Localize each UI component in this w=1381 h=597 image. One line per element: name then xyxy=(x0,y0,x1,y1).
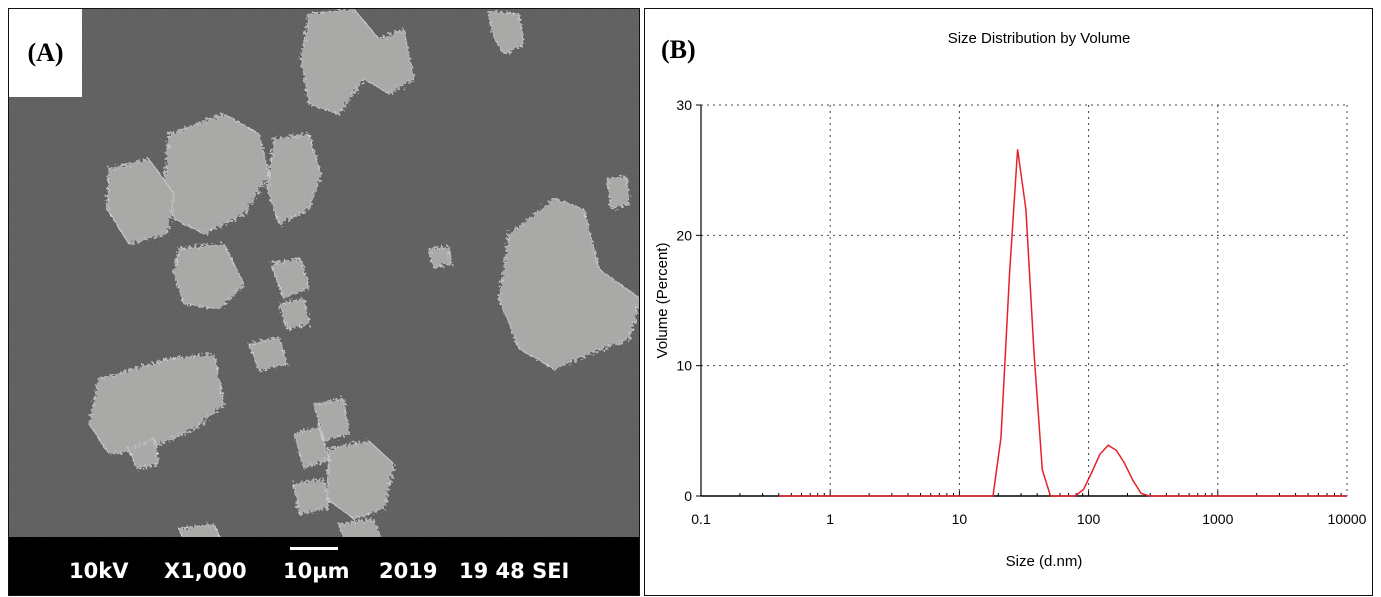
x-tick-label: 1000 xyxy=(1202,511,1233,527)
x-tick-label: 10 xyxy=(952,511,968,527)
y-axis-label: Volume (Percent) xyxy=(654,243,671,359)
y-tick-label: 0 xyxy=(684,488,692,504)
x-tick-label: 10000 xyxy=(1328,511,1367,527)
x-tick-label: 0.1 xyxy=(691,511,711,527)
sem-magnification: X1,000 xyxy=(164,559,247,583)
panel-b-label: (B) xyxy=(661,35,696,64)
x-axis-label: Size (d.nm) xyxy=(1006,553,1083,570)
chart-title: Size Distribution by Volume xyxy=(948,30,1131,47)
panel-a-label-box: (A) xyxy=(9,9,82,97)
panel-a-label: (A) xyxy=(27,38,64,67)
sem-scale-label: 10µm xyxy=(283,559,350,583)
chart-ticks: 0.1 1 10 100 1000 10000 0 10 20 30 xyxy=(676,97,1366,527)
size-distribution-panel: (B) Size Distribution by Volume 0.1 1 10 10… xyxy=(644,8,1373,596)
sem-id: 19 48 SEI xyxy=(459,559,570,583)
size-distribution-chart: Size Distribution by Volume 0.1 1 10 100 100… xyxy=(654,30,1367,570)
sem-info-bar: 10kV X1,000 10µm 2019 19 48 SEI xyxy=(9,537,639,595)
sem-micrograph-panel: (A) 10kV X1,000 10µm 2019 19 48 SEI xyxy=(8,8,640,596)
sem-year: 2019 xyxy=(379,559,438,583)
y-tick-label: 30 xyxy=(676,97,692,113)
x-tick-label: 1 xyxy=(826,511,834,527)
sem-image xyxy=(9,9,639,595)
y-tick-label: 10 xyxy=(676,358,692,374)
volume-distribution-line xyxy=(778,149,1347,497)
chart-grid xyxy=(701,104,1348,496)
sem-voltage: 10kV xyxy=(69,559,129,583)
x-tick-label: 100 xyxy=(1077,511,1101,527)
chart-axes xyxy=(700,104,1348,497)
scale-bar xyxy=(290,547,338,550)
y-tick-label: 20 xyxy=(676,227,692,243)
